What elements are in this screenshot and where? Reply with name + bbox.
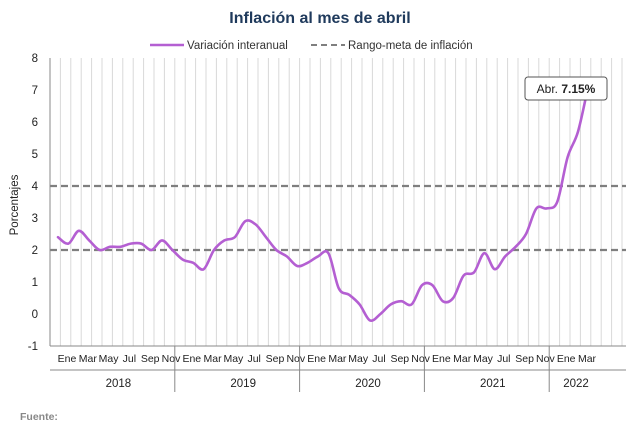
x-tick-label: Sep <box>266 353 285 365</box>
y-tick-label: 3 <box>32 213 38 225</box>
target-lines <box>50 184 626 252</box>
annotation-prefix: Abr. <box>537 82 562 96</box>
x-tick-label: Ene <box>182 353 201 365</box>
annotation-text: Abr. 7.15% <box>537 82 596 96</box>
y-axis-title: Porcentajes <box>9 174 21 235</box>
y-tick-label: 5 <box>32 149 38 161</box>
y-tick-label: 7 <box>32 85 38 97</box>
year-label: 2020 <box>355 378 381 390</box>
y-tick-label: 1 <box>32 277 38 289</box>
x-tick-label: Jul <box>497 353 510 365</box>
x-tick-label: Jul <box>247 353 260 365</box>
x-tick-label: Jul <box>123 353 136 365</box>
chart-title: Inflación al mes de abril <box>229 10 410 27</box>
y-tick-label: 0 <box>32 309 38 321</box>
x-tick-label: Ene <box>307 353 326 365</box>
y-tick-label: 4 <box>32 181 39 193</box>
x-tick-label: Mar <box>204 353 223 365</box>
legend-label-rango: Rango-meta de inflación <box>348 40 473 52</box>
x-tick-label: Mar <box>328 353 347 365</box>
y-tick-label: 2 <box>32 245 38 257</box>
legend: Variación interanual Rango-meta de infla… <box>150 40 473 52</box>
annotation: Abr. 7.15% <box>524 76 608 101</box>
x-tick-label: Mar <box>79 353 98 365</box>
x-tick-label: Nov <box>162 353 181 365</box>
year-label: 2019 <box>230 378 256 390</box>
x-tick-label: Jul <box>372 353 385 365</box>
x-ticks: Ene Mar May Jul Sep Nov Ene Mar May Jul Sep Nov Ene M… <box>58 353 597 365</box>
source-label: Fuente: <box>20 411 58 423</box>
x-tick-label: Sep <box>515 353 534 365</box>
y-tick-label: 8 <box>32 53 38 65</box>
y-tick-label: -1 <box>28 341 38 353</box>
x-tick-label: Ene <box>557 353 576 365</box>
x-tick-label: May <box>99 353 120 365</box>
x-tick-label: Nov <box>536 353 555 365</box>
annotation-value: 7.15% <box>561 82 595 96</box>
grid <box>49 58 623 346</box>
x-tick-label: May <box>223 353 244 365</box>
x-tick-label: Mar <box>453 353 472 365</box>
year-labels: 2018 2019 2020 2021 2022 <box>106 346 589 392</box>
x-tick-label: Ene <box>432 353 451 365</box>
y-ticks: 8 7 6 5 4 3 2 1 0 -1 <box>28 53 39 353</box>
annotation-box <box>524 76 608 101</box>
x-tick-label: May <box>473 353 494 365</box>
x-tick-label: May <box>348 353 369 365</box>
x-tick-label: Mar <box>578 353 597 365</box>
series-line-variacion <box>56 83 590 322</box>
axes <box>49 58 626 371</box>
x-tick-label: Sep <box>390 353 409 365</box>
x-tick-label: Ene <box>58 353 77 365</box>
legend-label-variacion: Variación interanual <box>187 40 288 52</box>
x-tick-label: Nov <box>411 353 430 365</box>
y-tick-label: 6 <box>32 117 38 129</box>
x-tick-label: Sep <box>141 353 160 365</box>
series-group <box>56 83 590 322</box>
x-tick-label: Nov <box>286 353 305 365</box>
year-label: 2018 <box>106 378 132 390</box>
year-label: 2022 <box>563 378 589 390</box>
year-label: 2021 <box>480 378 506 390</box>
